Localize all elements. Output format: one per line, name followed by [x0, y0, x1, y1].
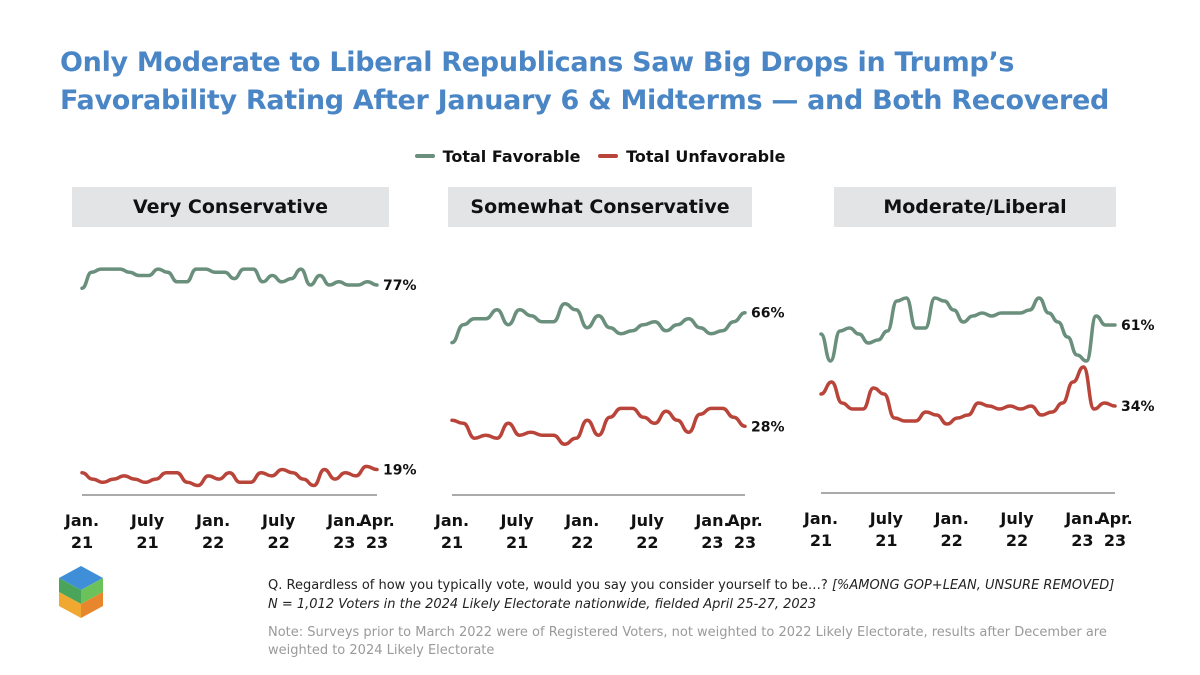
company-logo: [59, 566, 103, 618]
legend-swatch-favorable: [414, 154, 435, 158]
x-tick-label: 21: [875, 531, 897, 550]
x-tick-label: July: [869, 509, 904, 528]
panel-header-moderate-liberal: Moderate/Liberal: [834, 187, 1116, 227]
x-tick-label: Jan.: [803, 509, 838, 528]
x-tick-label: 22: [941, 531, 963, 550]
x-tick-label: July: [261, 511, 296, 530]
x-tick-label: 22: [571, 533, 593, 552]
x-tick-label: July: [499, 511, 534, 530]
x-tick-label: 21: [506, 533, 528, 552]
x-tick-label: 22: [636, 533, 658, 552]
x-tick-label: July: [630, 511, 665, 530]
x-tick-label: Jan.: [564, 511, 599, 530]
question-text: Q. Regardless of how you typically vote,…: [268, 578, 828, 593]
favorable-end-label: 66%: [751, 306, 785, 322]
x-tick-label: 23: [701, 533, 723, 552]
x-tick-label: 23: [333, 533, 355, 552]
sample-text: N = 1,012 Voters in the 2024 Likely Elec…: [268, 597, 817, 612]
x-tick-label: 23: [366, 533, 388, 552]
x-tick-label: 22: [1006, 531, 1028, 550]
favorable-line: [819, 296, 1117, 363]
favorable-end-label: 61%: [1121, 318, 1155, 334]
legend-swatch-unfavorable: [598, 154, 619, 158]
x-tick-label: Apr.: [359, 511, 395, 530]
x-tick-label: Jan.: [195, 511, 230, 530]
x-tick-label: Jan.: [64, 511, 99, 530]
x-tick-label: 22: [268, 533, 290, 552]
x-tick-label: 23: [734, 533, 756, 552]
unfavorable-end-label: 28%: [751, 419, 785, 435]
question-note: [%AMONG GOP+LEAN, UNSURE REMOVED]: [831, 578, 1115, 593]
legend-item-unfavorable: Total Unfavorable: [598, 147, 785, 166]
legend: Total Favorable Total Unfavorable: [0, 143, 1200, 166]
favorable-line: [80, 267, 379, 290]
x-tick-label: Jan.: [326, 511, 361, 530]
favorable-line: [450, 302, 747, 345]
x-tick-label: July: [130, 511, 165, 530]
x-tick-label: 23: [1104, 531, 1126, 550]
x-tick-label: 21: [136, 533, 158, 552]
unfavorable-line: [819, 365, 1117, 426]
x-tick-label: 21: [71, 533, 93, 552]
legend-label: Total Unfavorable: [626, 146, 786, 166]
survey-question: Q. Regardless of how you typically vote,…: [268, 576, 1168, 614]
panel-header-somewhat-conservative: Somewhat Conservative: [448, 187, 752, 227]
x-tick-label: 21: [441, 533, 463, 552]
x-tick-label: Apr.: [1097, 509, 1133, 528]
x-tick-label: Apr.: [727, 511, 763, 530]
unfavorable-end-label: 34%: [1121, 399, 1155, 415]
x-tick-label: Jan.: [1064, 509, 1099, 528]
x-tick-label: Jan.: [434, 511, 469, 530]
unfavorable-line: [450, 406, 747, 446]
legend-label: Total Favorable: [442, 146, 581, 166]
x-tick-label: July: [999, 509, 1034, 528]
x-tick-label: Jan.: [694, 511, 729, 530]
unfavorable-line: [80, 464, 379, 488]
unfavorable-end-label: 19%: [383, 463, 417, 479]
chart-title: Only Moderate to Liberal Republicans Saw…: [60, 47, 1110, 116]
x-tick-label: 23: [1071, 531, 1093, 550]
x-tick-label: 22: [202, 533, 224, 552]
x-tick-label: 21: [810, 531, 832, 550]
methodology-note: Note: Surveys prior to March 2022 were o…: [268, 625, 1107, 658]
favorable-end-label: 77%: [383, 278, 417, 294]
legend-item-favorable: Total Favorable: [414, 146, 581, 166]
x-tick-label: Jan.: [934, 509, 969, 528]
panel-header-very-conservative: Very Conservative: [72, 187, 389, 227]
